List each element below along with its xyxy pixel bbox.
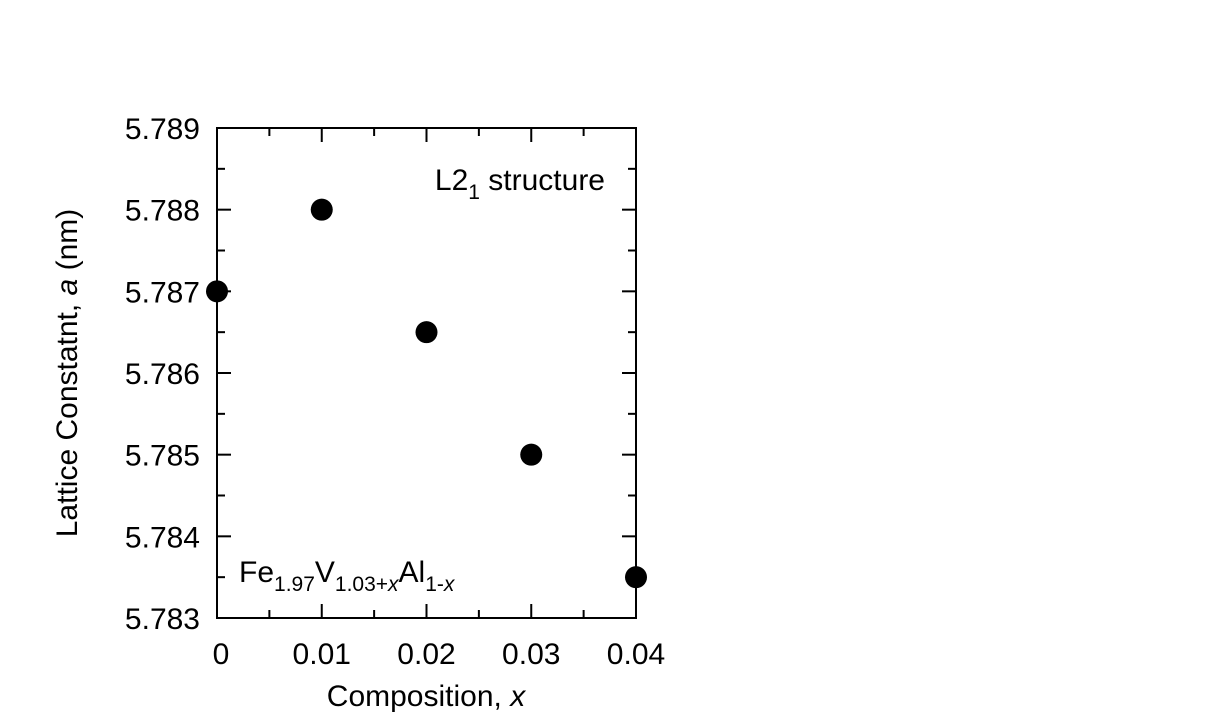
x-tick-label: 0.04 [607, 638, 665, 671]
formula-annotation: Fe1.97V1.03+xAl1-x [239, 556, 456, 596]
axis-tick-labels: 5.783 5.784 5.785 5.786 5.787 5.788 5.789 0 0.01… [125, 113, 665, 671]
plot-frame [216, 127, 637, 619]
x-tick-label: 0 [213, 638, 230, 671]
data-point [520, 443, 543, 466]
y-tick-label: 5.788 [125, 195, 200, 228]
data-point [310, 198, 333, 221]
data-point [625, 566, 647, 589]
data-point [415, 321, 438, 344]
y-tick-label: 5.785 [125, 440, 200, 473]
y-axis-title: Lattice Constatnt, a (nm) [51, 209, 84, 538]
axis-ticks [216, 127, 637, 619]
y-tick-label: 5.786 [125, 358, 200, 391]
data-point [206, 280, 228, 303]
y-tick-label: 5.783 [125, 603, 200, 636]
y-tick-label: 5.787 [125, 276, 200, 309]
x-tick-label: 0.02 [397, 638, 455, 671]
x-tick-label: 0.03 [502, 638, 560, 671]
structure-annotation: L21 structure [435, 164, 605, 204]
data-points [206, 198, 647, 589]
y-tick-label: 5.784 [125, 521, 200, 554]
y-tick-label: 5.789 [125, 113, 200, 146]
x-axis-title: Composition, x [327, 680, 526, 713]
x-tick-label: 0.01 [293, 638, 351, 671]
